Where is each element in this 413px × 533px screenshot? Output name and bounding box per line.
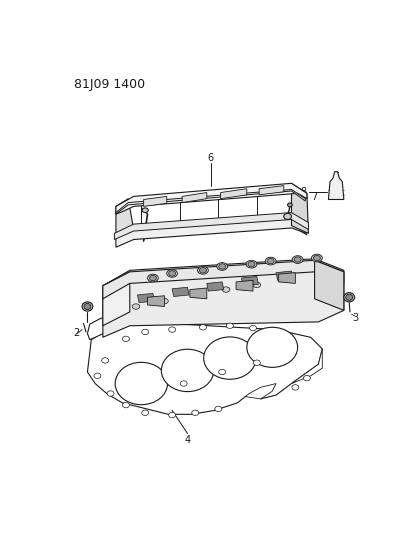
Polygon shape <box>235 280 252 291</box>
Ellipse shape <box>199 268 206 273</box>
Polygon shape <box>278 273 294 284</box>
Ellipse shape <box>102 358 108 363</box>
Ellipse shape <box>191 410 198 415</box>
Ellipse shape <box>214 406 221 411</box>
Ellipse shape <box>141 410 148 415</box>
Text: 81J09 1400: 81J09 1400 <box>74 78 145 91</box>
Ellipse shape <box>222 287 229 292</box>
Polygon shape <box>328 172 343 199</box>
Ellipse shape <box>84 303 91 310</box>
Text: 1: 1 <box>203 290 209 300</box>
Ellipse shape <box>122 402 129 408</box>
Ellipse shape <box>197 266 208 274</box>
Polygon shape <box>241 277 258 286</box>
Ellipse shape <box>311 254 321 262</box>
Polygon shape <box>291 183 308 233</box>
Ellipse shape <box>218 264 225 269</box>
Polygon shape <box>314 260 343 310</box>
Polygon shape <box>143 196 166 206</box>
Ellipse shape <box>149 276 156 281</box>
Polygon shape <box>87 318 110 340</box>
Ellipse shape <box>249 325 256 331</box>
Polygon shape <box>116 189 305 214</box>
Polygon shape <box>220 189 246 199</box>
Ellipse shape <box>226 323 233 328</box>
Ellipse shape <box>294 257 300 262</box>
Ellipse shape <box>313 255 320 261</box>
Ellipse shape <box>161 349 213 392</box>
Ellipse shape <box>147 274 158 282</box>
Ellipse shape <box>142 208 148 213</box>
Ellipse shape <box>160 298 168 304</box>
Ellipse shape <box>252 282 260 288</box>
Polygon shape <box>206 282 223 291</box>
Ellipse shape <box>343 293 354 302</box>
Ellipse shape <box>253 360 260 366</box>
Ellipse shape <box>283 213 291 220</box>
Polygon shape <box>137 294 154 303</box>
Polygon shape <box>291 349 321 384</box>
Ellipse shape <box>287 203 292 207</box>
Ellipse shape <box>132 304 140 309</box>
Ellipse shape <box>168 327 175 332</box>
Polygon shape <box>102 260 343 299</box>
Text: 4: 4 <box>184 435 190 445</box>
Ellipse shape <box>115 362 167 405</box>
Text: 8: 8 <box>300 187 306 197</box>
Polygon shape <box>102 272 129 326</box>
Ellipse shape <box>199 325 206 330</box>
Polygon shape <box>275 271 292 280</box>
Ellipse shape <box>246 327 297 367</box>
Polygon shape <box>116 199 133 237</box>
Polygon shape <box>116 218 306 247</box>
Ellipse shape <box>345 294 352 301</box>
Ellipse shape <box>168 413 175 418</box>
Polygon shape <box>190 288 206 299</box>
Polygon shape <box>147 296 164 306</box>
Polygon shape <box>116 183 306 214</box>
Polygon shape <box>172 287 189 296</box>
Ellipse shape <box>247 262 254 267</box>
Text: 5: 5 <box>178 221 184 231</box>
Text: 7: 7 <box>310 192 316 202</box>
Ellipse shape <box>303 375 310 381</box>
Ellipse shape <box>141 329 148 335</box>
Polygon shape <box>259 185 283 195</box>
Ellipse shape <box>292 256 302 263</box>
Polygon shape <box>244 384 275 399</box>
Polygon shape <box>114 213 308 239</box>
Ellipse shape <box>168 271 175 276</box>
Text: 6: 6 <box>207 153 213 163</box>
Ellipse shape <box>180 381 187 386</box>
Ellipse shape <box>122 336 129 342</box>
Text: 2: 2 <box>73 328 79 338</box>
Ellipse shape <box>218 369 225 375</box>
Ellipse shape <box>166 270 177 277</box>
Ellipse shape <box>291 385 298 390</box>
Polygon shape <box>182 192 206 203</box>
Ellipse shape <box>82 302 93 311</box>
Ellipse shape <box>283 277 291 282</box>
Ellipse shape <box>94 373 101 378</box>
Polygon shape <box>87 318 321 414</box>
Ellipse shape <box>191 292 199 297</box>
Ellipse shape <box>266 259 273 264</box>
Ellipse shape <box>265 257 275 265</box>
Ellipse shape <box>245 260 256 268</box>
Ellipse shape <box>216 263 227 270</box>
Text: 3: 3 <box>351 313 358 323</box>
Polygon shape <box>102 259 343 337</box>
Ellipse shape <box>107 391 114 396</box>
Ellipse shape <box>203 337 256 379</box>
